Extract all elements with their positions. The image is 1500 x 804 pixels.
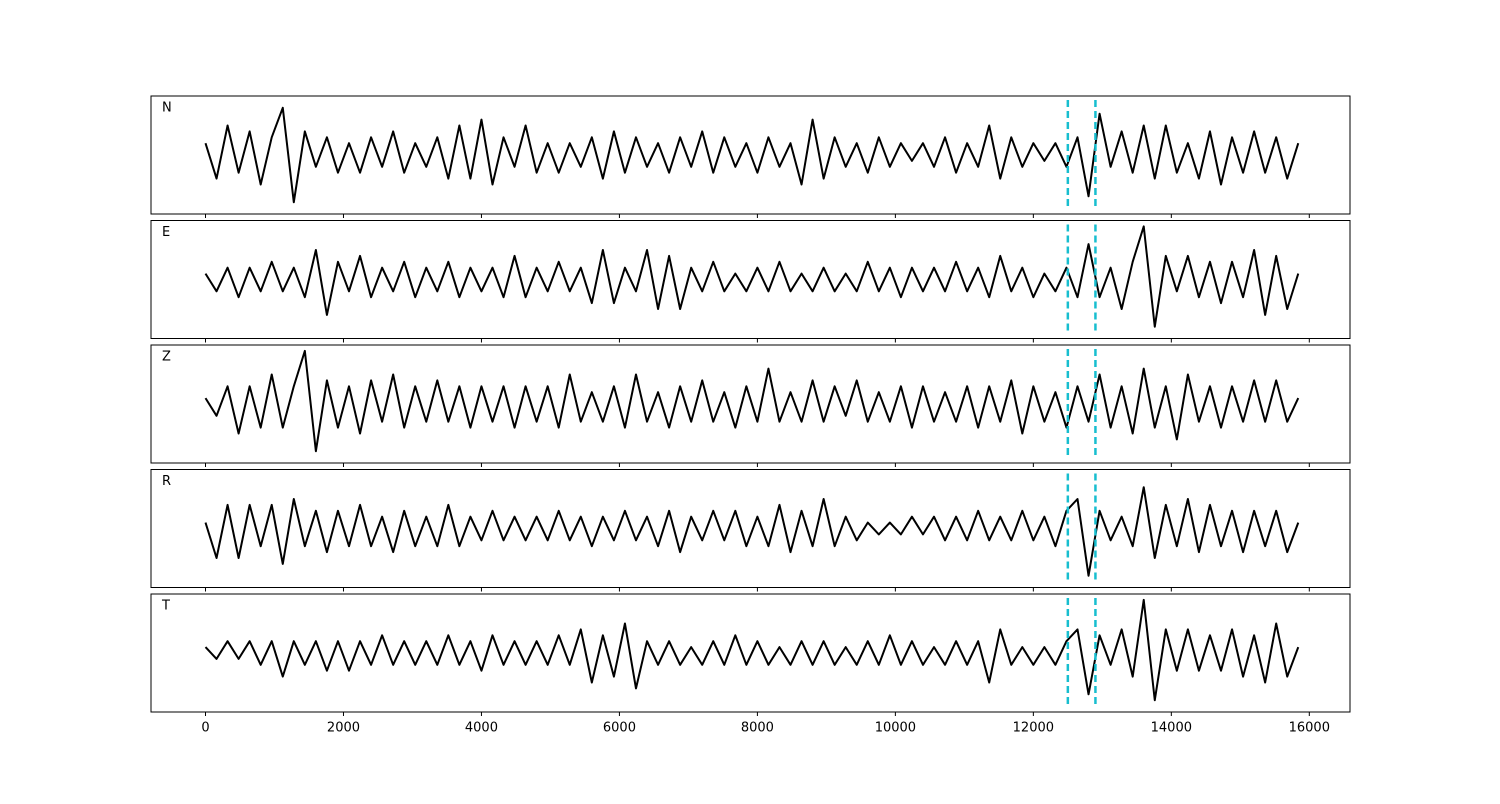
- waveform: [204, 598, 1300, 702]
- x-tick-label: 8000: [741, 721, 774, 736]
- waveform: [204, 349, 1300, 453]
- panel-frame: [150, 469, 1351, 588]
- x-tick-label: 2000: [327, 721, 360, 736]
- panel-label: N: [162, 101, 172, 116]
- waveform: [204, 106, 1300, 204]
- panel-label: R: [162, 474, 171, 489]
- x-tick-label: 14000: [1151, 721, 1192, 736]
- x-tick-label: 0: [201, 721, 209, 736]
- x-tick-label: 12000: [1013, 721, 1054, 736]
- panel-frame: [150, 95, 1351, 215]
- panel-frame: [150, 593, 1351, 713]
- waveform: [204, 486, 1300, 577]
- x-tick-label: 6000: [603, 721, 636, 736]
- waveform: [204, 225, 1300, 328]
- panel-frame: [150, 220, 1351, 339]
- panel-frame: [150, 344, 1351, 464]
- x-tick-label: 4000: [465, 721, 498, 736]
- panel-label: T: [161, 599, 170, 614]
- panel-label: Z: [162, 350, 171, 365]
- x-tick-label: 16000: [1289, 721, 1330, 736]
- x-tick-label: 10000: [875, 721, 916, 736]
- panel-label: E: [162, 225, 170, 240]
